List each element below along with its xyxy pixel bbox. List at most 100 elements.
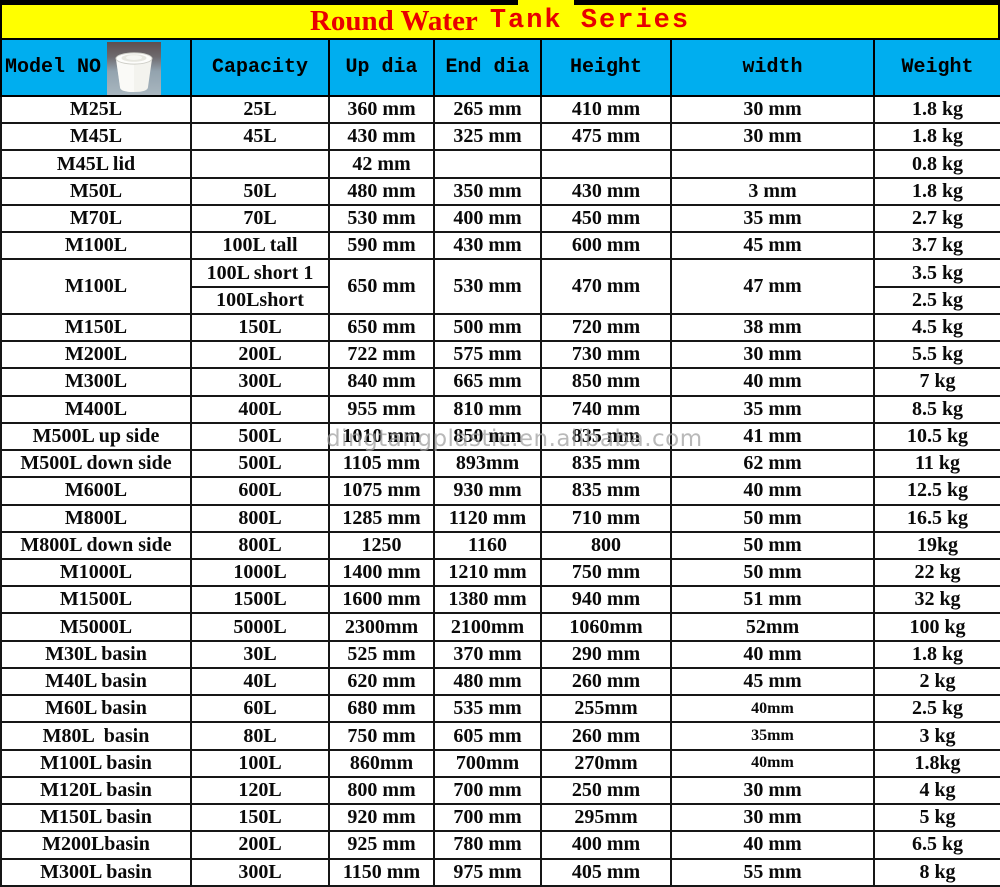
spec-cell: 940 mm (540, 585, 672, 615)
header-row: Model NO Capacity Up dia End dia Hei (0, 38, 1000, 97)
spec-cell: 350 mm (433, 176, 542, 206)
spec-cell: 650 mm (328, 312, 435, 343)
spec-cell: 500 mm (433, 312, 542, 343)
spec-cell: M500L up side (0, 421, 192, 452)
spec-cell: 1105 mm (328, 449, 435, 479)
spec-cell: 25L (190, 94, 330, 125)
spec-cell: M150L (0, 312, 192, 343)
spec-cell: 5000L (190, 612, 330, 642)
table-row: M30L basin 30L 525 mm 370 mm 290 mm 40 mm 1.8 … (0, 639, 1000, 669)
spec-cell: 850 mm (433, 421, 542, 452)
spec-cell: 430 mm (540, 176, 672, 206)
header-cell-enddia: End dia (433, 38, 542, 97)
spec-cell: 35mm (670, 721, 875, 751)
spec-cell: 605 mm (433, 721, 542, 751)
spec-cell: 720 mm (540, 312, 672, 343)
spec-cell: 360 mm (328, 94, 435, 125)
spec-cell: 575 mm (433, 340, 542, 370)
table-row: M500L down side 500L 1105 mm 893mm 835 mm 62 … (0, 449, 1000, 479)
table-row: M800L down side 800L 1250 1160 800 50 mm 19kg (0, 530, 1000, 560)
spec-cell: 300L (190, 367, 330, 397)
spec-cell: 600 mm (540, 231, 672, 261)
header-cell-width: width (670, 38, 875, 97)
spec-cell: 925 mm (328, 830, 435, 860)
table-row: M300L basin 300L 1150 mm 975 mm 405 mm 55 mm 8… (0, 857, 1000, 887)
spec-cell: 47 mm (670, 258, 875, 315)
spec-cell: 800 mm (328, 775, 435, 806)
spec-cell: M500L down side (0, 449, 192, 479)
header-cell-updia: Up dia (328, 38, 435, 97)
spec-cell: 535 mm (433, 694, 542, 724)
spec-cell: M1000L (0, 557, 192, 588)
spec-cell: 19kg (873, 530, 1000, 560)
spec-cell: 3.7 kg (873, 231, 1000, 261)
table-row: M45L lid 42 mm 0.8 kg (0, 149, 1000, 179)
spec-cell: 2.7 kg (873, 203, 1000, 234)
spec-cell: M800L (0, 503, 192, 533)
spec-cell: 30 mm (670, 803, 875, 833)
spec-cell: 1160 (433, 530, 542, 560)
spec-cell: M45L (0, 122, 192, 152)
spec-cell: 45L (190, 122, 330, 152)
spec-cell (540, 149, 672, 179)
spec-cell: 475 mm (540, 122, 672, 152)
spec-cell: 100 kg (873, 612, 1000, 642)
spec-cell: M5000L (0, 612, 192, 642)
spec-cell: 260 mm (540, 666, 672, 697)
spec-cell: 40 mm (670, 476, 875, 506)
spec-cell: 200L (190, 830, 330, 860)
spec-cell: 530 mm (328, 203, 435, 234)
table-row: M600L 600L 1075 mm 930 mm 835 mm 40 mm 12.5 kg (0, 476, 1000, 506)
spec-cell: M400L (0, 394, 192, 424)
spec-cell: 295mm (540, 803, 672, 833)
table-row: M500L up side 500L 1010 mm 850 mm 835 mm 41 m… (0, 421, 1000, 452)
spec-cell: 700 mm (433, 803, 542, 833)
spec-cell: M30L basin (0, 639, 192, 669)
spec-cell: 40 mm (670, 830, 875, 860)
table-row: M100L 100L tall 590 mm 430 mm 600 mm 45 mm 3.7… (0, 231, 1000, 261)
spec-cell: M1500L (0, 585, 192, 615)
header-model-label: Model NO (5, 56, 102, 79)
page-title-suffix: Tank Series (489, 6, 691, 36)
spec-cell: 7 kg (873, 367, 1000, 397)
spec-cell: 325 mm (433, 122, 542, 152)
spec-cell: 650 mm (328, 258, 435, 315)
spec-cell: 51 mm (670, 585, 875, 615)
spec-cell: M200L (0, 340, 192, 370)
table-row: M400L 400L 955 mm 810 mm 740 mm 35 mm 8.5 kg (0, 394, 1000, 424)
spec-cell: 0.8 kg (873, 149, 1000, 179)
title-bar: Round Water Tank Series (0, 5, 1000, 38)
page-title: Round Water (309, 5, 478, 37)
spec-cell: 150L (190, 312, 330, 343)
spec-cell: 42 mm (328, 149, 435, 179)
spec-cell: 16.5 kg (873, 503, 1000, 533)
spec-cell: 530 mm (433, 258, 542, 315)
table-row: M200L 200L 722 mm 575 mm 730 mm 30 mm 5.5 kg (0, 340, 1000, 370)
spec-cell: 930 mm (433, 476, 542, 506)
spec-cell: 835 mm (540, 449, 672, 479)
spec-cell: 1.8 kg (873, 176, 1000, 206)
spec-cell: 32 kg (873, 585, 1000, 615)
spec-cell: 470 mm (540, 258, 672, 315)
spec-cell: 920 mm (328, 803, 435, 833)
table-row: M45L 45L 430 mm 325 mm 475 mm 30 mm 1.8 kg (0, 122, 1000, 152)
spec-cell: 400 mm (540, 830, 672, 860)
spec-cell: 265 mm (433, 94, 542, 125)
spec-cell: 3 kg (873, 721, 1000, 751)
table-row: M5000L 5000L 2300mm 2100mm 1060mm 52mm 100 kg (0, 612, 1000, 642)
spec-cell: M100L basin (0, 748, 192, 778)
spec-cell: 810 mm (433, 394, 542, 424)
spec-cell: 40mm (670, 748, 875, 778)
spec-cell: M25L (0, 94, 192, 125)
spec-cell: 300L (190, 857, 330, 887)
top-border-strip (0, 0, 1000, 5)
table-row: M70L 70L 530 mm 400 mm 450 mm 35 mm 2.7 kg (0, 203, 1000, 234)
spec-cell: M60L basin (0, 694, 192, 724)
spec-cell: 30 mm (670, 775, 875, 806)
spec-table: Model NO Capacity Up dia End dia Hei (0, 38, 1000, 887)
spec-cell: 22 kg (873, 557, 1000, 588)
spec-cell: 600L (190, 476, 330, 506)
spec-cell: M50L (0, 176, 192, 206)
spec-cell (190, 149, 330, 179)
spec-cell: 780 mm (433, 830, 542, 860)
